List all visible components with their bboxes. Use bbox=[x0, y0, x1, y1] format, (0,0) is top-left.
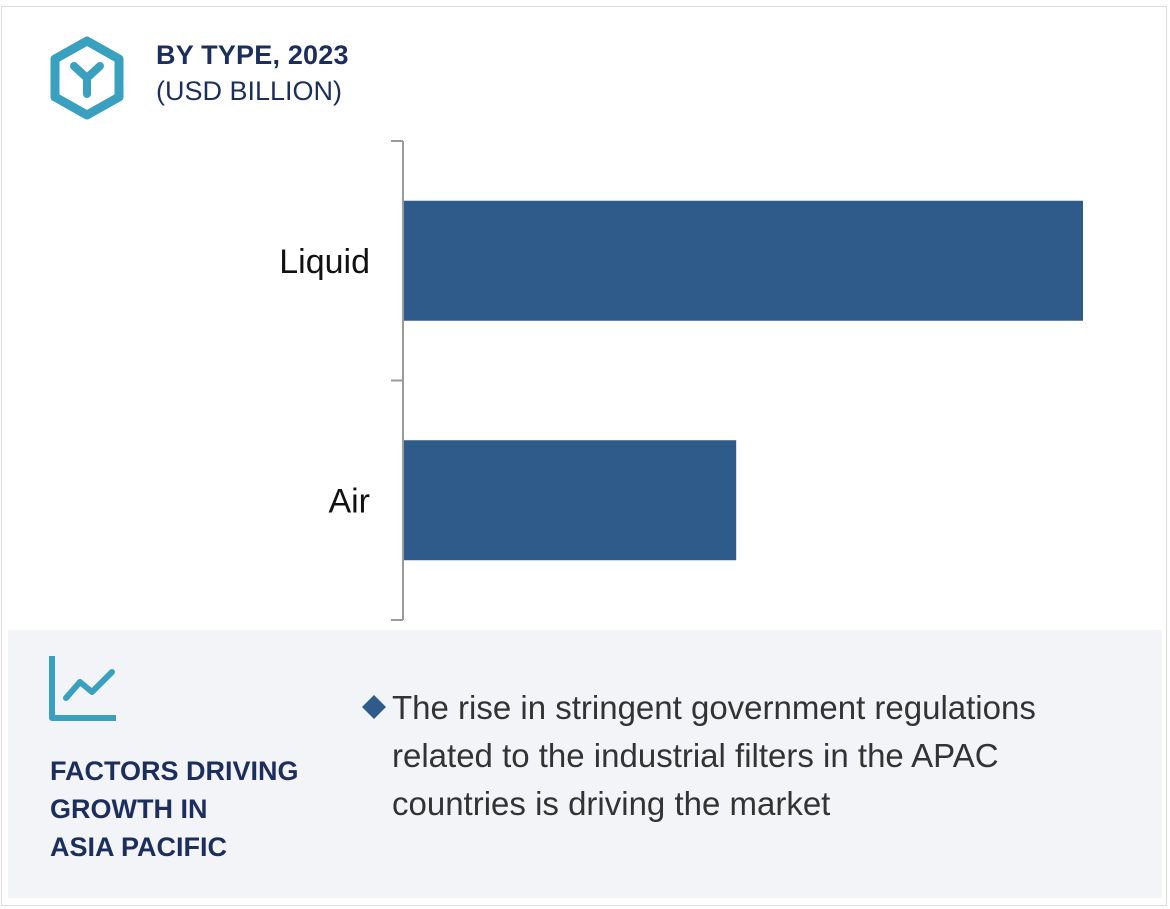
factors-title-line: ASIA PACIFIC bbox=[50, 832, 228, 862]
factors-title-line: FACTORS DRIVING bbox=[50, 756, 299, 786]
diamond-bullet-icon bbox=[362, 695, 386, 719]
factor-item: The rise in stringent government regulat… bbox=[392, 689, 1036, 822]
chart-subtitle: (USD BILLION) bbox=[156, 76, 343, 106]
chart-title: BY TYPE, 2023 bbox=[156, 40, 349, 70]
category-label: Liquid bbox=[279, 243, 370, 281]
line-chart-icon bbox=[49, 656, 116, 721]
hexagon-y-icon bbox=[50, 36, 124, 120]
bar-chart: Liquid Air bbox=[279, 140, 1083, 621]
factors-title-line: GROWTH IN bbox=[50, 794, 208, 824]
bar-liquid bbox=[403, 200, 1083, 321]
bar-air bbox=[403, 440, 737, 561]
factors-title: FACTORS DRIVING GROWTH IN ASIA PACIFIC bbox=[50, 752, 330, 866]
category-label: Air bbox=[328, 482, 370, 520]
factors-panel bbox=[8, 630, 1162, 898]
